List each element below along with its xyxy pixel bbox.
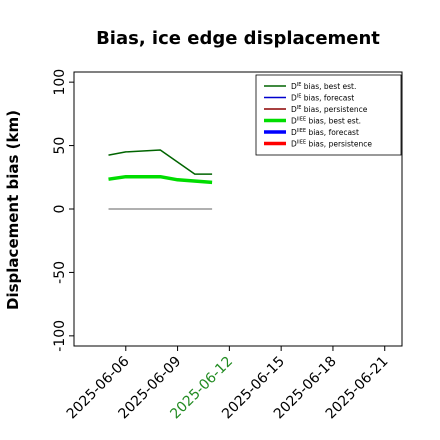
legend-label-5: DIIEE bias, persistence xyxy=(291,140,372,149)
legend: DIE bias, best est. DIE bias, forecast DIE… xyxy=(255,74,402,156)
legend-label-4: DIIEE bias, forecast xyxy=(291,128,359,137)
y-axis-label: Displacement bias (km) xyxy=(4,110,22,310)
y-tick-label: 50 xyxy=(52,137,68,155)
chart-title: Bias, ice edge displacement xyxy=(96,28,380,49)
legend-label-1: DIE bias, forecast xyxy=(291,94,354,103)
legend-label-3: DIIEE bias, best est. xyxy=(291,117,361,126)
y-tick-label: 0 xyxy=(52,205,68,214)
y-tick-label: 100 xyxy=(52,69,68,96)
legend-label-0: DIE bias, best est. xyxy=(291,82,356,91)
y-axis-ticks: -100 -50 0 50 100 xyxy=(52,69,74,352)
y-tick-label: -100 xyxy=(52,320,68,352)
series-layer xyxy=(108,149,213,185)
x-axis-ticks: 2025-06-062025-06-092025-06-122025-06-15… xyxy=(64,346,392,422)
series-line-3 xyxy=(108,174,213,185)
legend-label-2: DIE bias, persistence xyxy=(291,105,368,114)
series-line-0 xyxy=(108,149,213,175)
legend-box xyxy=(255,74,402,156)
y-tick-label: -50 xyxy=(52,261,68,284)
